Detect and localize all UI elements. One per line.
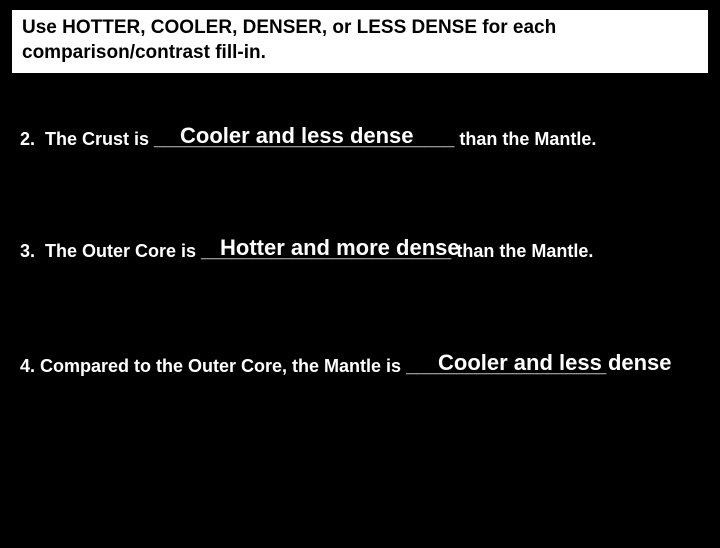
q2-prefix: 2. The Crust is — [20, 129, 154, 149]
q3-suffix: than the Mantle. — [451, 241, 593, 261]
q2-suffix: than the Mantle. — [454, 129, 596, 149]
q4-prefix: 4. Compared to the Outer Core, the Mantl… — [20, 356, 406, 376]
q3-answer: Hotter and more dense — [220, 233, 460, 264]
q2-answer: Cooler and less dense — [180, 121, 414, 152]
q4-answer: Cooler and less dense — [438, 348, 672, 379]
instruction-box: Use HOTTER, COOLER, DENSER, or LESS DENS… — [10, 8, 710, 75]
question-2: 2. The Crust is ________________________… — [20, 127, 700, 152]
q3-prefix: 3. The Outer Core is — [20, 241, 201, 261]
question-4: 4. Compared to the Outer Core, the Mantl… — [20, 354, 700, 379]
question-3: 3. The Outer Core is ___________________… — [20, 239, 700, 264]
worksheet-content: 2. The Crust is ________________________… — [0, 127, 720, 379]
instruction-text: Use HOTTER, COOLER, DENSER, or LESS DENS… — [22, 17, 556, 63]
